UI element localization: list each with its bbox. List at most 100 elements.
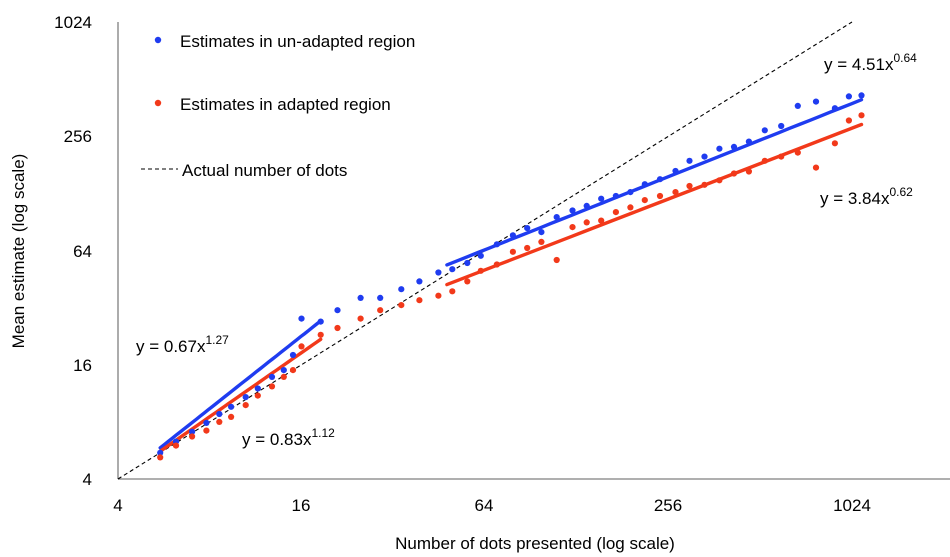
unadapted-point-37 [716, 145, 723, 152]
adapted-point-10 [289, 367, 297, 374]
y-tick-label-256: 256 [64, 127, 92, 146]
adapted-point-19 [449, 288, 456, 295]
adapted-point-33 [656, 192, 664, 200]
adapted-point-0 [157, 454, 164, 461]
adapted-point-27 [569, 224, 576, 231]
unadapted-point-26 [553, 214, 560, 221]
adapted-point-36 [701, 181, 708, 188]
fit-lines-group [158, 97, 864, 453]
unadapted-point-7 [254, 385, 261, 392]
unadapted-point-24 [524, 225, 531, 232]
fit-equation-adapted-high: y = 3.84x0.62 [820, 185, 913, 208]
unadapted-point-16 [398, 286, 405, 293]
unadapted-point-41 [778, 122, 785, 130]
unadapted-point-4 [216, 410, 223, 418]
unadapted-point-10 [289, 351, 297, 359]
legend-label-actual: Actual number of dots [182, 161, 347, 180]
adapted-point-4 [216, 418, 223, 425]
unadapted-point-14 [357, 294, 364, 301]
adapted-point-2 [189, 433, 196, 440]
fit-equation-adapted-high-exp: 0.62 [889, 185, 913, 199]
adapted-point-34 [672, 189, 679, 196]
adapted-point-6 [242, 402, 249, 409]
legend-marker-adapted [154, 99, 162, 107]
x-tick-label-1024: 1024 [833, 496, 871, 515]
fit-equation-adapted-low: y = 0.83x1.12 [242, 426, 335, 449]
unadapted-point-31 [627, 189, 634, 196]
adapted-point-5 [228, 413, 235, 420]
adapted-point-46 [858, 112, 865, 119]
y-tick-label-64: 64 [73, 242, 92, 261]
fit-equation-unadapted-high-exp: 0.64 [893, 51, 917, 65]
unadapted-point-19 [449, 266, 456, 273]
unadapted-point-29 [598, 195, 605, 202]
unadapted-point-32 [641, 181, 648, 188]
unadapted-point-39 [745, 138, 753, 145]
unadapted-points-group [157, 92, 865, 456]
legend-label-unadapted: Estimates in un-adapted region [180, 32, 415, 51]
adapted-point-26 [553, 256, 560, 264]
fit-equation-unadapted-low-exp: 1.27 [205, 333, 229, 347]
unadapted-point-20 [464, 259, 471, 267]
y-tick-label-4: 4 [83, 470, 92, 489]
unadapted-point-45 [845, 93, 853, 100]
unadapted-point-30 [612, 192, 620, 200]
adapted-point-41 [778, 153, 785, 160]
adapted-point-30 [612, 209, 620, 216]
adapted-point-21 [477, 267, 484, 274]
adapted-point-7 [254, 392, 261, 399]
adapted-point-9 [280, 373, 287, 380]
unadapted-point-46 [858, 92, 865, 99]
adapted-point-31 [627, 204, 634, 211]
unadapted-point-0 [157, 449, 164, 456]
unadapted-point-42 [794, 102, 801, 109]
adapted-points-group [157, 112, 865, 461]
fit-line-3 [445, 122, 864, 287]
unadapted-point-33 [656, 176, 664, 183]
x-tick-label-256: 256 [654, 496, 682, 515]
unadapted-point-40 [761, 127, 768, 134]
fit-equation-unadapted-low: y = 0.67x1.27 [136, 333, 229, 356]
unadapted-point-12 [317, 318, 324, 325]
fit-equation-adapted-low-base: y = 0.83x [242, 430, 312, 449]
adapted-point-14 [357, 315, 364, 322]
x-tick-label-4: 4 [113, 496, 122, 515]
adapted-point-24 [524, 244, 531, 252]
adapted-point-20 [464, 278, 471, 285]
y-tick-label-16: 16 [73, 356, 92, 375]
unadapted-point-28 [583, 202, 590, 209]
y-axis-title: Mean estimate (log scale) [9, 154, 28, 349]
adapted-point-42 [794, 149, 801, 156]
unadapted-point-25 [538, 229, 545, 236]
unadapted-point-5 [228, 403, 235, 410]
adapted-point-32 [641, 197, 648, 204]
fit-line-2 [445, 97, 864, 267]
fit-line-1 [158, 337, 323, 453]
unadapted-point-9 [280, 367, 287, 374]
adapted-point-18 [435, 292, 442, 299]
unadapted-point-22 [493, 241, 500, 248]
unadapted-point-43 [812, 98, 820, 105]
x-tick-label-16: 16 [292, 496, 311, 515]
legend-label-adapted: Estimates in adapted region [180, 95, 391, 114]
unadapted-point-38 [730, 143, 738, 150]
unadapted-point-15 [377, 294, 384, 301]
adapted-point-11 [298, 343, 305, 350]
fit-equation-adapted-high-base: y = 3.84x [820, 189, 890, 208]
adapted-point-29 [598, 217, 605, 224]
adapted-point-25 [538, 238, 545, 245]
adapted-point-3 [203, 427, 210, 434]
adapted-point-45 [845, 117, 853, 124]
adapted-point-15 [377, 307, 384, 314]
unadapted-point-6 [242, 394, 249, 401]
adapted-point-38 [730, 170, 738, 177]
adapted-point-39 [745, 168, 753, 175]
unadapted-point-27 [569, 207, 576, 214]
fit-equation-unadapted-high: y = 4.51x0.64 [824, 51, 917, 74]
adapted-point-23 [509, 248, 516, 255]
adapted-point-44 [831, 140, 839, 147]
adapted-point-22 [493, 261, 500, 268]
unadapted-point-3 [203, 419, 210, 426]
unadapted-point-34 [672, 167, 679, 175]
